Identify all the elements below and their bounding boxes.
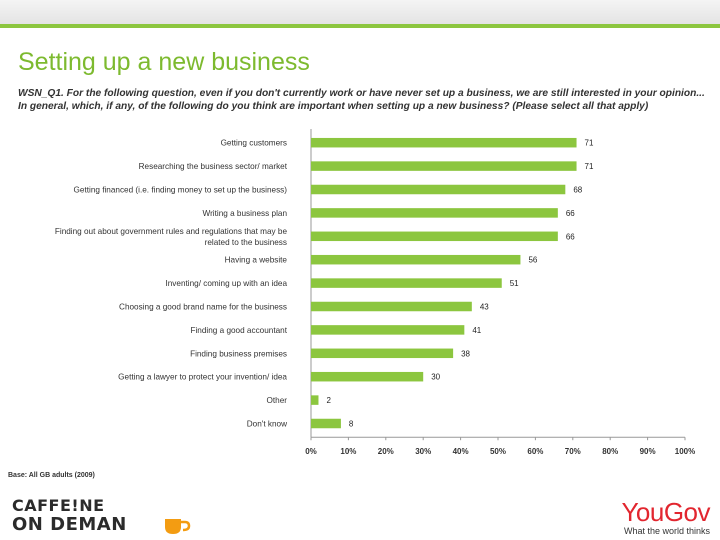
- category-label: Other: [267, 396, 288, 405]
- bar: [311, 231, 558, 242]
- bar: [311, 325, 465, 335]
- data-label: 30: [431, 373, 440, 382]
- x-tick-label: 70%: [565, 447, 581, 456]
- category-label: Finding a good accountant: [190, 326, 287, 335]
- yougov-tagline: What the world thinks: [623, 526, 710, 536]
- bar: [311, 278, 502, 288]
- header-rule: [0, 24, 720, 28]
- data-label: 2: [326, 396, 331, 405]
- category-label: Writing a business plan: [203, 209, 288, 218]
- category-label: Researching the business sector/ market: [139, 162, 288, 171]
- category-label: Getting financed (i.e. finding money to …: [74, 186, 288, 195]
- data-label: 66: [566, 232, 575, 241]
- page-title: Setting up a new business: [18, 48, 310, 76]
- bar: [311, 395, 319, 405]
- bar: [311, 161, 577, 171]
- data-label: 51: [510, 279, 519, 288]
- question-text: WSN_Q1. For the following question, even…: [18, 88, 705, 112]
- yougov-logo: YouGov What the world thinks: [621, 498, 710, 537]
- coffee-cup-icon: [165, 519, 191, 534]
- data-label: 38: [461, 349, 470, 358]
- x-tick-label: 20%: [378, 447, 394, 456]
- yougov-wordmark: YouGov: [621, 497, 710, 527]
- category-label: Finding out about government rules and r…: [55, 227, 288, 247]
- bar: [311, 208, 558, 218]
- data-label: 43: [480, 303, 489, 312]
- category-label: Don't know: [247, 420, 287, 429]
- bar: [311, 184, 566, 195]
- caffeine-on-demand-logo: CAFFE!NE ON DEMAN: [12, 497, 192, 539]
- data-label: 66: [566, 209, 575, 218]
- category-label: Inventing/ coming up with an idea: [165, 279, 287, 288]
- bar: [311, 301, 472, 312]
- x-tick-label: 40%: [453, 447, 469, 456]
- category-label: Choosing a good brand name for the busin…: [119, 303, 287, 312]
- base-note: Base: All GB adults (2009): [8, 472, 95, 479]
- x-tick-label: 0%: [305, 447, 317, 456]
- data-label: 41: [472, 326, 481, 335]
- bar: [311, 348, 454, 359]
- data-label: 68: [573, 186, 582, 195]
- x-tick-label: 90%: [640, 447, 656, 456]
- logo-line-2: ON DEMAN: [12, 514, 127, 535]
- bar: [311, 254, 521, 265]
- category-label: Having a website: [225, 256, 288, 265]
- x-tick-label: 50%: [490, 447, 506, 456]
- x-tick-label: 60%: [527, 447, 543, 456]
- header-band: [0, 0, 720, 24]
- x-tick-label: 100%: [675, 447, 695, 456]
- logo-line-1: CAFFE!NE: [12, 496, 105, 515]
- data-label: 56: [528, 256, 537, 265]
- x-tick-label: 80%: [602, 447, 618, 456]
- bar: [311, 418, 341, 429]
- category-label: Getting customers: [221, 139, 287, 148]
- category-label: Getting a lawyer to protect your inventi…: [118, 373, 287, 382]
- x-tick-label: 10%: [340, 447, 356, 456]
- bar: [311, 371, 424, 382]
- bar-chart: Getting customers 71 Researching the busin…: [55, 129, 695, 456]
- x-tick-label: 30%: [415, 447, 431, 456]
- data-label: 71: [585, 139, 594, 148]
- data-label: 8: [349, 420, 354, 429]
- data-label: 71: [585, 162, 594, 171]
- bar: [311, 137, 577, 148]
- category-label: Finding business premises: [190, 349, 287, 358]
